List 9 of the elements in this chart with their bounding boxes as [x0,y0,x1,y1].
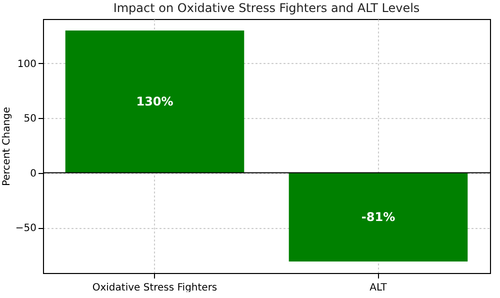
data-label: 130% [136,94,174,109]
data-label: -81% [361,210,396,224]
y-tick-label: 100 [17,58,36,70]
chart-title: Impact on Oxidative Stress Fighters and ALT Levels [113,1,420,15]
y-tick-label: −50 [15,223,36,234]
x-tick-label: ALT [370,282,388,294]
y-tick-label: 50 [24,114,36,125]
y-tick-label: 0 [30,168,36,180]
y-axis-title: Percent Change [1,106,12,186]
